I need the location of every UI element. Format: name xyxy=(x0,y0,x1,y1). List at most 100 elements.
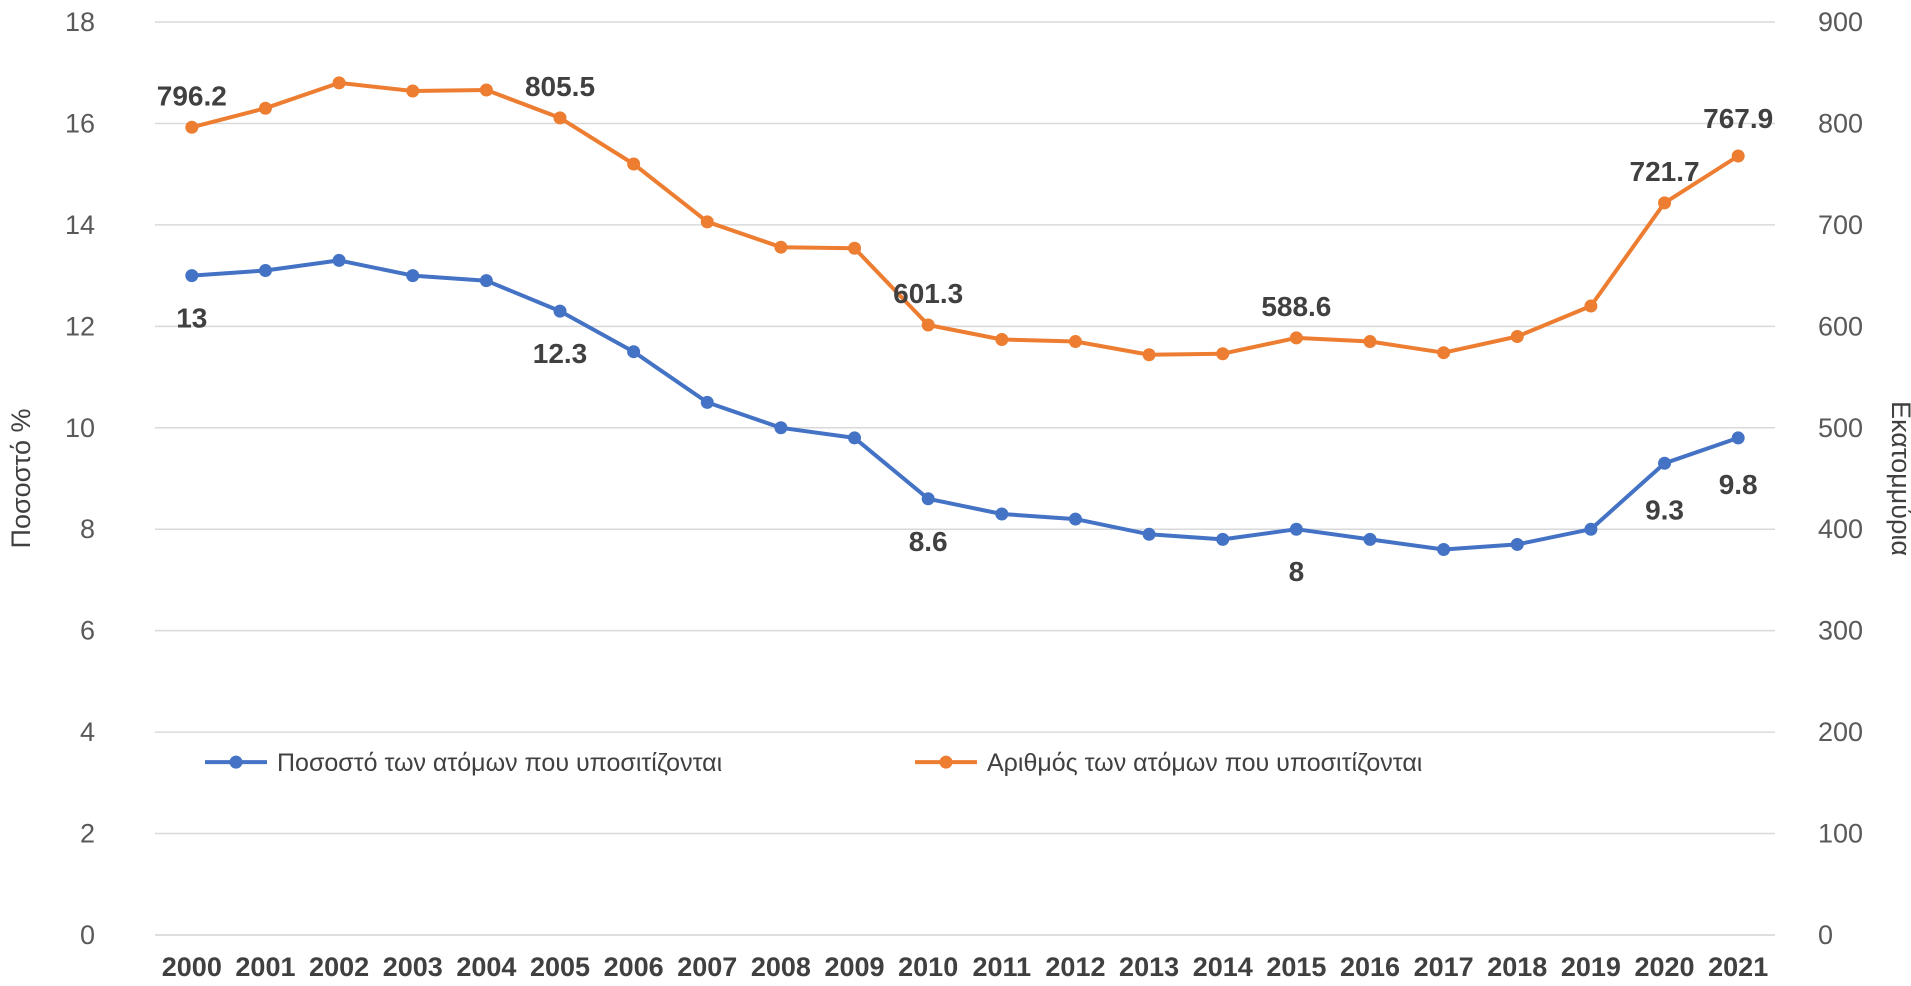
data-point xyxy=(185,269,199,283)
x-tick-label: 2021 xyxy=(1708,952,1768,982)
x-tick-label: 2002 xyxy=(309,952,369,982)
data-label: 796.2 xyxy=(157,80,227,111)
gridlines xyxy=(155,21,1775,936)
x-tick-label: 2009 xyxy=(825,952,885,982)
data-point xyxy=(700,395,714,409)
data-point xyxy=(406,84,420,98)
left-tick-label: 0 xyxy=(80,920,95,950)
data-label: 9.8 xyxy=(1719,469,1758,500)
x-tick-label: 2017 xyxy=(1414,952,1474,982)
data-point xyxy=(700,215,714,229)
data-point xyxy=(332,253,346,267)
data-point xyxy=(1289,522,1303,536)
data-point xyxy=(1658,456,1672,470)
data-point xyxy=(332,76,346,90)
left-tick-label: 8 xyxy=(80,514,95,544)
data-point xyxy=(1584,299,1598,313)
data-point xyxy=(848,241,862,255)
data-point xyxy=(479,83,493,97)
legend-label-percent: Ποσοστό των ατόμων που υποσιτίζονται xyxy=(277,749,722,777)
data-point xyxy=(1584,522,1598,536)
left-axis-label: Ποσοστό % xyxy=(6,408,36,548)
data-point xyxy=(406,269,420,283)
data-point xyxy=(774,421,788,435)
data-label: 588.6 xyxy=(1261,291,1331,322)
data-point xyxy=(1289,331,1303,345)
data-point xyxy=(1363,532,1377,546)
data-point xyxy=(1142,527,1156,541)
legend-item-percent[interactable]: Ποσοστό των ατόμων που υποσιτίζονται xyxy=(205,749,722,777)
right-tick-label: 0 xyxy=(1818,920,1833,950)
data-point xyxy=(553,304,567,318)
data-label: 767.9 xyxy=(1703,103,1773,134)
data-point xyxy=(553,111,567,125)
data-label: 12.3 xyxy=(533,338,588,369)
x-tick-label: 2010 xyxy=(898,952,958,982)
left-tick-label: 12 xyxy=(65,311,95,341)
x-tick-label: 2020 xyxy=(1635,952,1695,982)
legend: Ποσοστό των ατόμων που υποσιτίζονται Αρι… xyxy=(205,749,1422,777)
series-percent: 13 12.3 8.6 8 9.3 9.8 xyxy=(176,253,1758,587)
right-tick-label: 300 xyxy=(1818,616,1863,646)
x-tick-label: 2018 xyxy=(1487,952,1547,982)
x-tick-label: 2003 xyxy=(383,952,443,982)
data-label: 13 xyxy=(176,303,207,334)
data-point xyxy=(1216,532,1230,546)
x-tick-label: 2008 xyxy=(751,952,811,982)
data-point xyxy=(1510,329,1524,343)
x-tick-label: 2015 xyxy=(1266,952,1326,982)
right-tick-label: 800 xyxy=(1818,108,1863,138)
data-label: 805.5 xyxy=(525,71,595,102)
x-tick-label: 2000 xyxy=(162,952,222,982)
data-point xyxy=(1658,196,1672,210)
x-axis-ticks: 2000 2001 2002 2003 2004 2005 2006 2007 2008 2009… xyxy=(162,952,1768,982)
legend-dot-count xyxy=(939,755,953,769)
right-tick-label: 700 xyxy=(1818,210,1863,240)
right-tick-label: 500 xyxy=(1818,413,1863,443)
legend-label-count: Αριθμός των ατόμων που υποσιτίζονται xyxy=(987,749,1422,777)
x-tick-label: 2007 xyxy=(677,952,737,982)
data-point xyxy=(921,318,935,332)
data-point xyxy=(1731,149,1745,163)
data-point xyxy=(1142,348,1156,362)
data-point xyxy=(995,507,1009,521)
x-tick-label: 2013 xyxy=(1119,952,1179,982)
x-tick-label: 2005 xyxy=(530,952,590,982)
data-point xyxy=(627,345,641,359)
x-tick-label: 2019 xyxy=(1561,952,1621,982)
left-tick-label: 14 xyxy=(65,210,95,240)
series-line xyxy=(191,258,1739,552)
series-line xyxy=(191,80,1740,357)
data-point xyxy=(627,157,641,171)
series-layer: 13 12.3 8.6 8 9.3 9.8 796.2 805.5 601.3 588.6 721.… xyxy=(157,71,1773,587)
left-tick-label: 4 xyxy=(80,717,95,747)
data-label: 9.3 xyxy=(1645,494,1684,525)
right-tick-label: 200 xyxy=(1818,717,1863,747)
legend-item-count[interactable]: Αριθμός των ατόμων που υποσιτίζονται xyxy=(915,749,1422,777)
data-point xyxy=(258,264,272,278)
data-point xyxy=(1437,346,1451,360)
data-point xyxy=(1437,543,1451,557)
x-tick-label: 2004 xyxy=(456,952,516,982)
data-point xyxy=(1510,537,1524,551)
data-label: 8.6 xyxy=(909,526,948,557)
left-tick-label: 2 xyxy=(80,819,95,849)
right-tick-label: 600 xyxy=(1818,311,1863,341)
data-point xyxy=(848,431,862,445)
x-tick-label: 2011 xyxy=(973,952,1032,982)
data-point xyxy=(774,240,788,254)
x-tick-label: 2014 xyxy=(1193,952,1253,982)
x-tick-label: 2016 xyxy=(1340,952,1400,982)
data-point xyxy=(479,274,493,288)
x-tick-label: 2012 xyxy=(1045,952,1105,982)
x-tick-label: 2006 xyxy=(604,952,664,982)
left-tick-label: 6 xyxy=(80,616,95,646)
data-label: 601.3 xyxy=(893,278,963,309)
data-point xyxy=(1731,431,1745,445)
left-tick-label: 16 xyxy=(65,108,95,138)
right-tick-label: 400 xyxy=(1818,514,1863,544)
data-point xyxy=(1068,335,1082,349)
x-tick-label: 2001 xyxy=(235,952,295,982)
